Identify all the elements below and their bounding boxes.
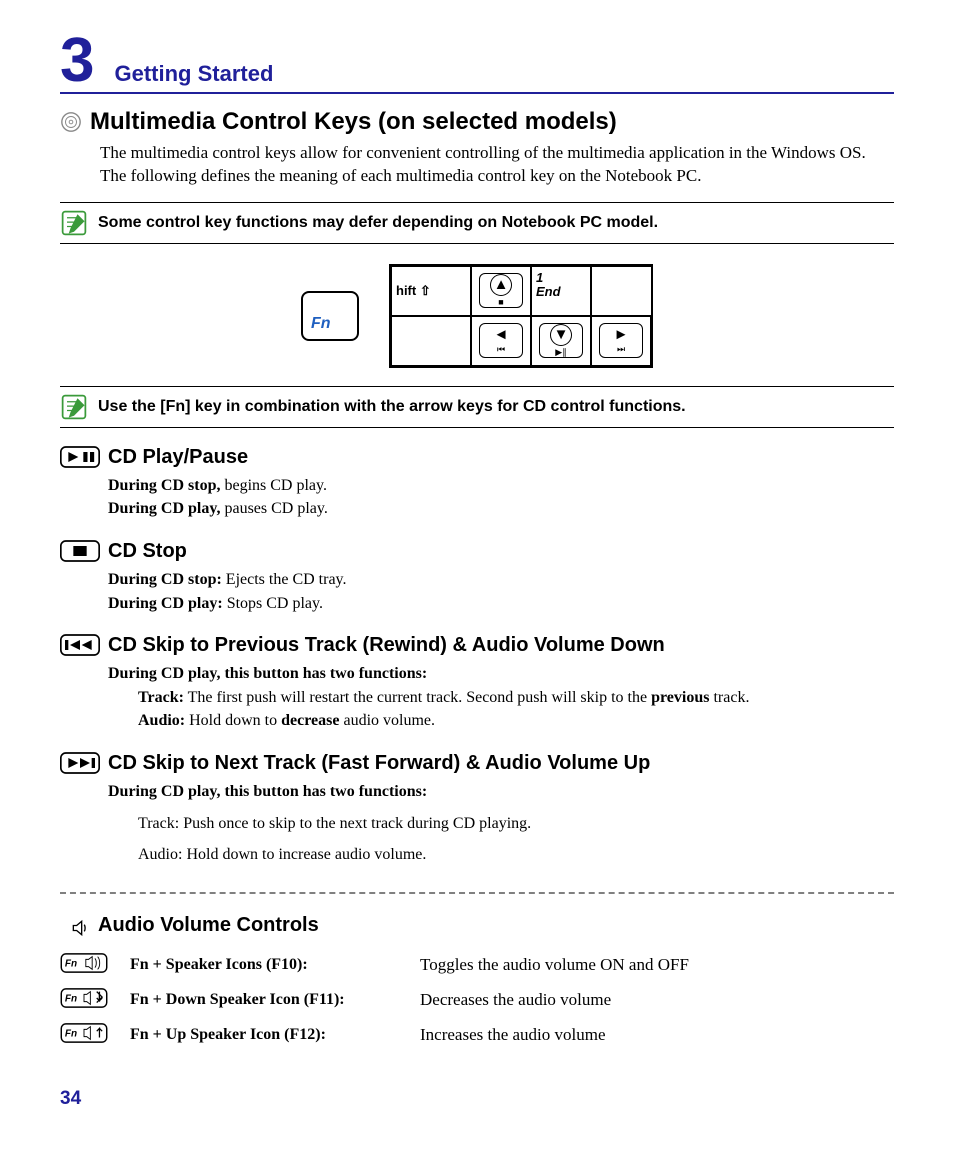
line-rest: pauses CD play. bbox=[220, 500, 327, 517]
note-pencil-icon bbox=[60, 209, 88, 237]
subsection-prev-track: CD Skip to Previous Track (Rewind) & Aud… bbox=[60, 634, 894, 734]
sub-title: CD Skip to Next Track (Fast Forward) & A… bbox=[108, 752, 894, 775]
end-key-bottom: End bbox=[536, 285, 561, 299]
volume-row: Fn Fn + Up Speaker Icon (F12): Increases… bbox=[60, 1023, 894, 1048]
sub-lead: During CD play, this button has two func… bbox=[108, 783, 427, 800]
volume-row-desc: Decreases the audio volume bbox=[420, 990, 611, 1010]
fn-key-label: Fn bbox=[311, 315, 331, 333]
svg-text:Fn: Fn bbox=[65, 1028, 77, 1039]
down-arrow-key: ▼ ▶∥ bbox=[531, 316, 591, 366]
volume-row-label: Fn + Down Speaker Icon (F11): bbox=[130, 991, 400, 1009]
volume-row: Fn Fn + Speaker Icons (F10): Toggles the… bbox=[60, 953, 894, 978]
dashed-separator bbox=[60, 892, 894, 894]
end-key-top: 1 bbox=[536, 271, 543, 285]
subsection-next-track: CD Skip to Next Track (Fast Forward) & A… bbox=[60, 752, 894, 868]
detail-text: The first push will restart the current … bbox=[184, 689, 651, 706]
left-sub-glyph: ⏮ bbox=[497, 345, 505, 354]
chapter-title: Getting Started bbox=[114, 61, 273, 87]
chapter-number: 3 bbox=[60, 30, 94, 92]
shift-key-fragment: hift ⇧ bbox=[391, 266, 471, 316]
volume-row-label: Fn + Up Speaker Icon (F12): bbox=[130, 1026, 400, 1044]
note-box: Some control key functions may defer dep… bbox=[60, 202, 894, 244]
section-intro: The multimedia control keys allow for co… bbox=[100, 142, 894, 188]
section-heading-row: Multimedia Control Keys (on selected mod… bbox=[60, 108, 894, 136]
note-box: Use the [Fn] key in combination with the… bbox=[60, 386, 894, 428]
subsection-stop: CD Stop During CD stop: Ejects the CD tr… bbox=[60, 540, 894, 616]
cluster-filler bbox=[591, 266, 651, 316]
sub-body: During CD play, this button has two func… bbox=[108, 663, 894, 732]
volume-title: Audio Volume Controls bbox=[98, 914, 319, 937]
detail-plain: Audio: Hold down to increase audio volum… bbox=[138, 844, 894, 866]
line-bold: During CD stop: bbox=[108, 571, 222, 588]
detail-bold: previous bbox=[651, 689, 709, 706]
fn-speaker-toggle-icon: Fn bbox=[60, 953, 110, 978]
next-track-icon bbox=[60, 752, 100, 774]
line-rest: begins CD play. bbox=[220, 477, 327, 494]
note-text: Use the [Fn] key in combination with the… bbox=[98, 393, 686, 418]
arrow-key-cluster: hift ⇧ ▲ ■ 1 End ◄ ⏮ bbox=[389, 264, 653, 368]
up-arrow-key: ▲ ■ bbox=[471, 266, 531, 316]
sub-title: CD Play/Pause bbox=[108, 446, 894, 469]
note-text: Some control key functions may defer dep… bbox=[98, 209, 658, 234]
svg-text:Fn: Fn bbox=[65, 958, 77, 969]
up-arrow-glyph: ▲ bbox=[494, 278, 509, 293]
speaker-icon bbox=[70, 918, 90, 938]
volume-section: Audio Volume Controls Fn Fn + Speaker Ic… bbox=[60, 914, 894, 1048]
shift-label: hift ⇧ bbox=[396, 283, 431, 299]
subsection-play-pause: CD Play/Pause During CD stop, begins CD … bbox=[60, 446, 894, 522]
right-arrow-key: ► ⏭ bbox=[591, 316, 651, 366]
stop-icon bbox=[60, 540, 100, 562]
volume-heading-row: Audio Volume Controls bbox=[70, 914, 894, 943]
left-arrow-key: ◄ ⏮ bbox=[471, 316, 531, 366]
sub-body: During CD stop, begins CD play. During C… bbox=[108, 475, 894, 520]
fn-key: Fn bbox=[301, 291, 359, 341]
fn-speaker-down-icon: Fn bbox=[60, 988, 110, 1013]
detail-plain: Track: Push once to skip to the next tra… bbox=[138, 813, 894, 835]
detail-tail: track. bbox=[709, 689, 749, 706]
line-bold: During CD play, bbox=[108, 500, 220, 517]
svg-text:Fn: Fn bbox=[65, 993, 77, 1004]
right-arrow-glyph: ► bbox=[614, 328, 629, 343]
keyboard-diagram: Fn hift ⇧ ▲ ■ 1 End ◄ ⏮ bbox=[60, 264, 894, 368]
up-sub-glyph: ■ bbox=[498, 298, 503, 307]
sub-lead: During CD play, this button has two func… bbox=[108, 665, 427, 682]
manual-page: 3 Getting Started Multimedia Control Key… bbox=[0, 0, 954, 1150]
volume-row: Fn Fn + Down Speaker Icon (F11): Decreas… bbox=[60, 988, 894, 1013]
sub-body: During CD stop: Ejects the CD tray. Duri… bbox=[108, 569, 894, 614]
section-title: Multimedia Control Keys (on selected mod… bbox=[90, 108, 617, 136]
right-sub-glyph: ⏭ bbox=[617, 345, 625, 354]
end-key: 1 End bbox=[531, 266, 591, 316]
detail-tail: audio volume. bbox=[339, 712, 435, 729]
down-arrow-glyph: ▼ bbox=[554, 328, 569, 343]
left-arrow-glyph: ◄ bbox=[494, 328, 509, 343]
cluster-blank bbox=[391, 316, 471, 366]
prev-track-icon bbox=[60, 634, 100, 656]
detail-label: Track: bbox=[138, 689, 184, 706]
line-rest: Ejects the CD tray. bbox=[222, 571, 347, 588]
sub-title: CD Stop bbox=[108, 540, 894, 563]
note-pencil-icon bbox=[60, 393, 88, 421]
play-pause-icon bbox=[60, 446, 100, 468]
sub-title: CD Skip to Previous Track (Rewind) & Aud… bbox=[108, 634, 894, 657]
disc-icon bbox=[60, 111, 82, 133]
line-rest: Stops CD play. bbox=[223, 595, 323, 612]
volume-row-label: Fn + Speaker Icons (F10): bbox=[130, 956, 400, 974]
line-bold: During CD play: bbox=[108, 595, 223, 612]
detail-text: Hold down to bbox=[185, 712, 281, 729]
page-number: 34 bbox=[60, 1088, 894, 1110]
line-bold: During CD stop, bbox=[108, 477, 220, 494]
volume-row-desc: Increases the audio volume bbox=[420, 1025, 606, 1045]
volume-row-desc: Toggles the audio volume ON and OFF bbox=[420, 955, 689, 975]
chapter-header: 3 Getting Started bbox=[60, 30, 894, 94]
sub-body: During CD play, this button has two func… bbox=[108, 781, 894, 866]
fn-speaker-up-icon: Fn bbox=[60, 1023, 110, 1048]
down-sub-glyph: ▶∥ bbox=[555, 348, 566, 357]
detail-label: Audio: bbox=[138, 712, 185, 729]
detail-bold: decrease bbox=[281, 712, 339, 729]
volume-table: Fn Fn + Speaker Icons (F10): Toggles the… bbox=[60, 953, 894, 1048]
